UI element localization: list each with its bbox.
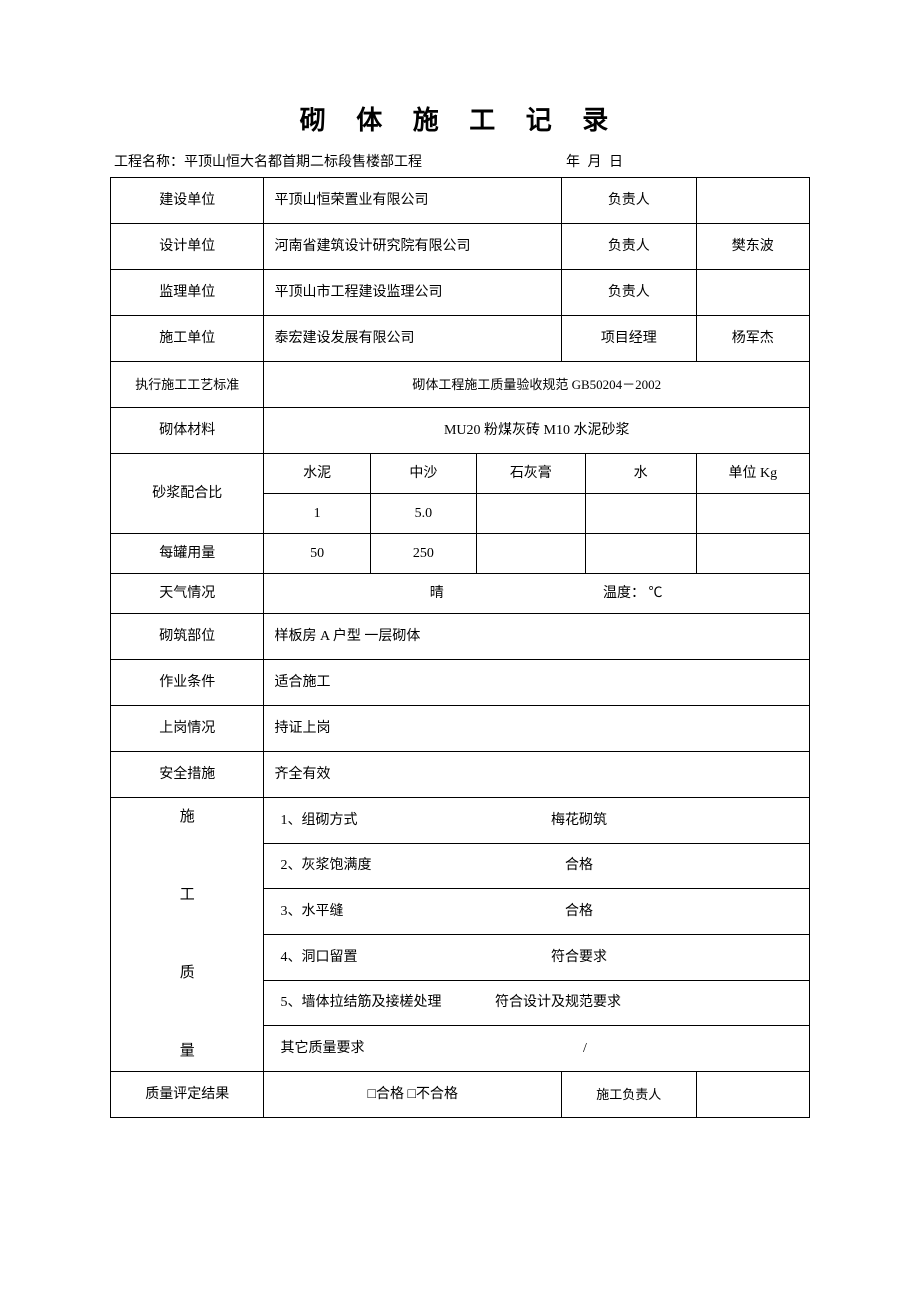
row-build-unit: 施工单位 泰宏建设发展有限公司 项目经理 杨军杰 (111, 316, 810, 362)
subheader: 工程名称：平顶山恒大名都首期二标段售楼部工程 年 月 日 (110, 151, 810, 171)
quality-item-6: 其它质量要求 / (264, 1026, 810, 1072)
value-condition: 适合施工 (264, 660, 810, 706)
q2-item: 2、灰浆饱满度 (270, 858, 371, 873)
row-onduty: 上岗情况 持证上岗 (111, 706, 810, 752)
row-construction-unit: 建设单位 平顶山恒荣置业有限公司 负责人 (111, 178, 810, 224)
tank-lime (477, 534, 586, 574)
label-result: 质量评定结果 (111, 1072, 264, 1118)
label-mortar: 砂浆配合比 (111, 454, 264, 534)
row-standard: 执行施工工艺标准 砌体工程施工质量验收规范 GB50204－2002 (111, 362, 810, 408)
row-weather: 天气情况 晴 温度： ℃ (111, 574, 810, 614)
tank-water (585, 534, 696, 574)
label-quality-section: 施工质量 (111, 798, 264, 1072)
row-position: 砌筑部位 样板房 A 户型 一层砌体 (111, 614, 810, 660)
q5-item: 5、墙体拉结筋及接槎处理 (270, 995, 441, 1010)
q1-item: 1、组砌方式 (270, 813, 357, 828)
ratio-water (585, 494, 696, 534)
q5-val: 符合设计及规范要求 (445, 995, 621, 1010)
value-onduty: 持证上岗 (264, 706, 810, 752)
label-responsible-1: 负责人 (562, 178, 697, 224)
tank-unit (696, 534, 809, 574)
quality-item-1: 1、组砌方式 梅花砌筑 (264, 798, 810, 844)
row-mortar-header: 砂浆配合比 水泥 中沙 石灰膏 水 单位 Kg (111, 454, 810, 494)
row-condition: 作业条件 适合施工 (111, 660, 810, 706)
value-design-unit: 河南省建筑设计研究院有限公司 (264, 224, 562, 270)
col-water: 水 (585, 454, 696, 494)
col-lime: 石灰膏 (477, 454, 586, 494)
label-supervise-unit: 监理单位 (111, 270, 264, 316)
temperature-label: 温度： ℃ (603, 583, 803, 604)
q3-val: 合格 (347, 904, 593, 919)
row-safety: 安全措施 齐全有效 (111, 752, 810, 798)
label-responsible-3: 负责人 (562, 270, 697, 316)
value-safety: 齐全有效 (264, 752, 810, 798)
quality-item-4: 4、洞口留置 符合要求 (264, 934, 810, 980)
label-build-unit: 施工单位 (111, 316, 264, 362)
tank-sand: 250 (370, 534, 476, 574)
quality-item-3: 3、水平缝 合格 (264, 889, 810, 935)
label-position: 砌筑部位 (111, 614, 264, 660)
label-per-tank: 每罐用量 (111, 534, 264, 574)
value-supervise-resp (696, 270, 809, 316)
col-sand: 中沙 (370, 454, 476, 494)
value-position: 样板房 A 户型 一层砌体 (264, 614, 810, 660)
q3-item: 3、水平缝 (270, 904, 343, 919)
q2-val: 合格 (375, 858, 593, 873)
row-per-tank: 每罐用量 50 250 (111, 534, 810, 574)
quality-item-5: 5、墙体拉结筋及接槎处理 符合设计及规范要求 (264, 980, 810, 1026)
col-unit: 单位 Kg (696, 454, 809, 494)
project-name-label: 工程名称： (114, 155, 184, 170)
record-table: 建设单位 平顶山恒荣置业有限公司 负责人 设计单位 河南省建筑设计研究院有限公司… (110, 177, 810, 1118)
label-material: 砌体材料 (111, 408, 264, 454)
cell-weather: 晴 温度： ℃ (264, 574, 810, 614)
ratio-sand: 5.0 (370, 494, 476, 534)
page-title: 砌 体 施 工 记 录 (110, 100, 810, 137)
document-page: 砌 体 施 工 记 录 工程名称：平顶山恒大名都首期二标段售楼部工程 年 月 日… (0, 0, 920, 1238)
value-build-pm: 杨军杰 (696, 316, 809, 362)
value-result-resp (696, 1072, 809, 1118)
ratio-cement: 1 (264, 494, 370, 534)
q6-val: / (368, 1041, 587, 1056)
row-material: 砌体材料 MU20 粉煤灰砖 M10 水泥砂浆 (111, 408, 810, 454)
row-supervise-unit: 监理单位 平顶山市工程建设监理公司 负责人 (111, 270, 810, 316)
value-construction-resp (696, 178, 809, 224)
row-result: 质量评定结果 □合格 □不合格 施工负责人 (111, 1072, 810, 1118)
label-construction-unit: 建设单位 (111, 178, 264, 224)
value-supervise-unit: 平顶山市工程建设监理公司 (264, 270, 562, 316)
date-line: 年 月 日 (566, 151, 806, 171)
value-material: MU20 粉煤灰砖 M10 水泥砂浆 (264, 408, 810, 454)
q6-item: 其它质量要求 (270, 1041, 364, 1056)
project-name-line: 工程名称：平顶山恒大名都首期二标段售楼部工程 (114, 151, 566, 171)
label-condition: 作业条件 (111, 660, 264, 706)
label-pm: 项目经理 (562, 316, 697, 362)
label-onduty: 上岗情况 (111, 706, 264, 752)
label-safety: 安全措施 (111, 752, 264, 798)
weather-value: 晴 (270, 583, 603, 604)
tank-cement: 50 (264, 534, 370, 574)
label-weather: 天气情况 (111, 574, 264, 614)
label-design-unit: 设计单位 (111, 224, 264, 270)
project-name-value: 平顶山恒大名都首期二标段售楼部工程 (184, 155, 422, 170)
label-responsible-2: 负责人 (562, 224, 697, 270)
q4-item: 4、洞口留置 (270, 950, 357, 965)
value-build-unit: 泰宏建设发展有限公司 (264, 316, 562, 362)
result-options: □合格 □不合格 (264, 1072, 562, 1118)
value-design-resp: 樊东波 (696, 224, 809, 270)
q1-val: 梅花砌筑 (361, 813, 607, 828)
col-cement: 水泥 (264, 454, 370, 494)
ratio-unit (696, 494, 809, 534)
value-construction-unit: 平顶山恒荣置业有限公司 (264, 178, 562, 224)
row-quality-1: 施工质量 1、组砌方式 梅花砌筑 (111, 798, 810, 844)
label-result-resp: 施工负责人 (562, 1072, 697, 1118)
label-standard: 执行施工工艺标准 (111, 362, 264, 408)
q4-val: 符合要求 (361, 950, 607, 965)
ratio-lime (477, 494, 586, 534)
value-standard: 砌体工程施工质量验收规范 GB50204－2002 (264, 362, 810, 408)
row-design-unit: 设计单位 河南省建筑设计研究院有限公司 负责人 樊东波 (111, 224, 810, 270)
quality-item-2: 2、灰浆饱满度 合格 (264, 843, 810, 889)
